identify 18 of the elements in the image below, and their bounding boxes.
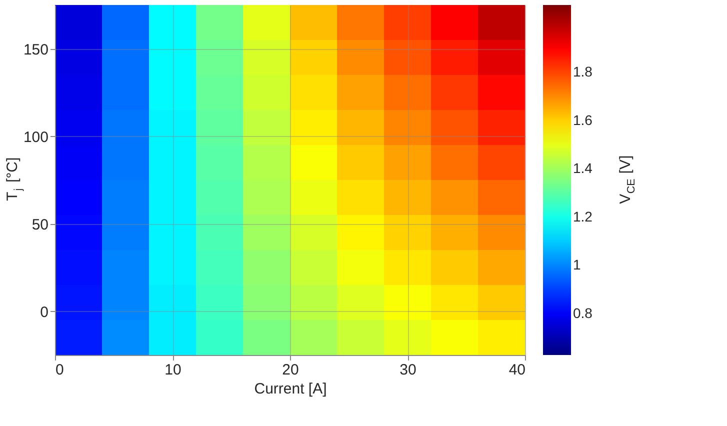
color-bar-label: 1.6 <box>573 112 593 128</box>
x-axis-title: Current [A] <box>254 380 327 398</box>
y-tick-label: 50 <box>32 216 48 234</box>
color-bar-label: 1 <box>573 256 581 273</box>
x-tick-label: 30 <box>400 362 416 378</box>
color-bar-label: 1.4 <box>573 160 593 176</box>
y-tick-label: 100 <box>23 128 48 146</box>
y-tick-label: 150 <box>23 41 48 58</box>
color-bar-title: VCE [V] <box>617 155 638 204</box>
color-bar-label: 1.8 <box>573 64 593 80</box>
x-tick-label: 40 <box>508 362 526 378</box>
color-bar-label: 1.2 <box>573 208 593 224</box>
color-bar-label: 0.8 <box>573 304 593 321</box>
y-tick-label: 0 <box>40 304 48 321</box>
x-tick-label: 0 <box>56 362 64 378</box>
y-axis-title: Tj [°C] <box>4 157 24 202</box>
x-tick-label: 20 <box>282 362 299 378</box>
x-tick-label: 10 <box>164 362 182 378</box>
